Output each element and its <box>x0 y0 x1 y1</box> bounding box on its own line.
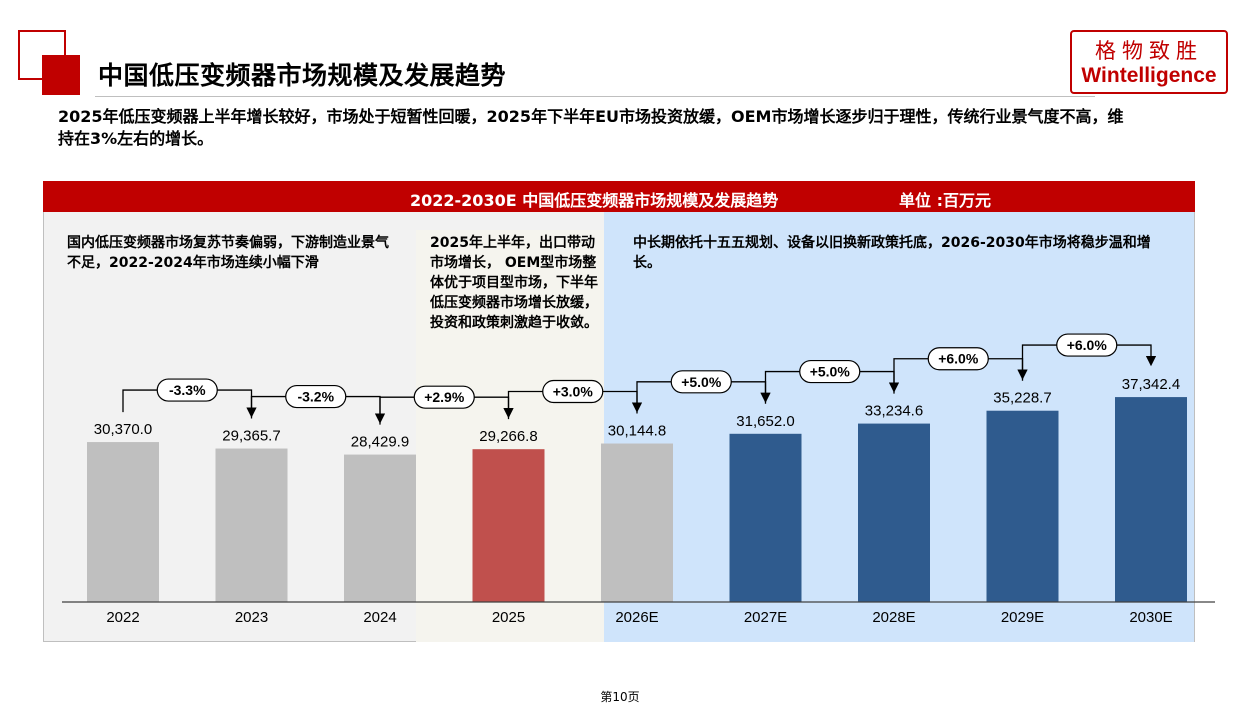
bar-2029E <box>986 410 1059 602</box>
annotation-2022-2024: 国内低压变频器市场复苏节奏偏弱，下游制造业景气不足，2022-2024年市场连续… <box>67 235 389 271</box>
category-label-2022: 2022 <box>106 609 139 626</box>
growth-badge-3 <box>542 379 604 404</box>
category-label-2030E: 2030E <box>1129 609 1172 626</box>
value-label-2025: 29,266.8 <box>479 428 537 445</box>
value-label-2028E: 33,234.6 <box>865 403 923 420</box>
value-label-2027E: 31,652.0 <box>736 413 794 430</box>
logo-chinese: 格物致胜 <box>1095 39 1203 63</box>
growth-badge-4 <box>670 370 732 394</box>
bar-2025 <box>472 449 545 602</box>
growth-badge-2 <box>413 385 475 409</box>
growth-badge-5 <box>799 359 861 384</box>
category-label-2023: 2023 <box>235 609 268 626</box>
bar-2024 <box>344 454 416 602</box>
growth-label-7: +6.0% <box>1067 337 1108 353</box>
annotation-2025: 2025年上半年，出口带动市场增长， OEM型市场整体优于项目型市场，下半年低压… <box>430 235 598 331</box>
page-title: 中国低压变频器市场规模及发展趋势 <box>98 61 507 90</box>
growth-badge-6 <box>927 347 989 371</box>
summary-text: 2025年低压变频器上半年增长较好，市场处于短暂性回暖，2025年下半年EU市场… <box>58 107 1124 148</box>
growth-badge-1 <box>285 384 347 409</box>
category-label-2025: 2025 <box>492 609 525 626</box>
bar-2023 <box>215 448 288 602</box>
growth-label-5: +5.0% <box>810 364 851 380</box>
annotation-2026-2030: 中长期依托十五五规划、设备以旧换新政策托底，2026-2030年市场将稳步温和增… <box>633 235 1151 271</box>
growth-label-3: +3.0% <box>553 384 594 400</box>
growth-badge-0 <box>156 378 218 402</box>
value-label-2024: 28,429.9 <box>351 434 409 451</box>
header-deco-square <box>42 55 80 95</box>
page-number: 第10页 <box>600 690 640 704</box>
value-label-2029E: 35,228.7 <box>993 390 1051 407</box>
bar-2026E <box>601 443 673 602</box>
value-label-2022: 30,370.0 <box>94 421 152 438</box>
value-label-2026E: 30,144.8 <box>608 423 666 440</box>
growth-label-0: -3.3% <box>169 382 206 398</box>
growth-label-2: +2.9% <box>424 389 465 405</box>
logo-english: Wintelligence <box>1081 64 1217 87</box>
bar-2028E <box>858 423 930 602</box>
bar-2027E <box>729 433 802 602</box>
value-label-2023: 29,365.7 <box>222 428 280 445</box>
category-label-2027E: 2027E <box>744 609 787 626</box>
growth-label-6: +6.0% <box>938 351 979 367</box>
chart-header-bar: 2022-2030E 中国低压变频器市场规模及发展趋势 单位 :百万元 <box>43 181 1195 212</box>
growth-label-4: +5.0% <box>681 374 722 390</box>
bar-2022 <box>87 442 159 602</box>
value-label-2030E: 37,342.4 <box>1122 376 1180 393</box>
bar-2030E <box>1115 397 1187 602</box>
category-label-2029E: 2029E <box>1001 609 1044 626</box>
title-divider <box>95 96 1095 97</box>
category-label-2024: 2024 <box>363 609 396 626</box>
chart-title: 2022-2030E 中国低压变频器市场规模及发展趋势 <box>410 191 779 210</box>
category-label-2026E: 2026E <box>615 609 658 626</box>
chart-unit: 单位 :百万元 <box>899 191 991 210</box>
growth-badge-7 <box>1056 333 1118 357</box>
wintelligence-logo: 格物致胜 Wintelligence <box>1070 30 1228 94</box>
category-label-2028E: 2028E <box>872 609 915 626</box>
growth-label-1: -3.2% <box>297 389 334 405</box>
